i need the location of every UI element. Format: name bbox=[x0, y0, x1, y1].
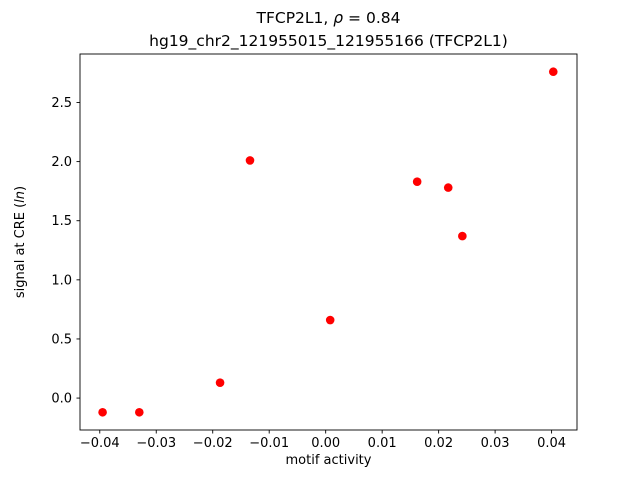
data-point bbox=[325, 315, 335, 325]
data-point bbox=[548, 67, 558, 77]
chart-title-prefix: TFCP2L1, bbox=[256, 9, 334, 27]
y-axis-label-italic-part: ln bbox=[13, 191, 28, 203]
y-tick-label: 2.5 bbox=[51, 96, 72, 111]
x-tick-label: −0.03 bbox=[136, 436, 176, 451]
data-point bbox=[215, 378, 225, 388]
y-tick-label: 0.5 bbox=[51, 332, 72, 347]
data-point bbox=[98, 407, 107, 417]
data-point bbox=[458, 231, 467, 241]
data-point bbox=[412, 177, 422, 186]
axes-box bbox=[79, 53, 578, 431]
x-axis-label: motif activity bbox=[286, 453, 372, 468]
data-point bbox=[135, 407, 144, 417]
y-tick-label: 2.0 bbox=[51, 155, 72, 170]
y-axis-label-part: ) bbox=[13, 186, 28, 191]
y-tick-label: 0.0 bbox=[51, 392, 72, 407]
y-tick-label: 1.0 bbox=[51, 273, 72, 288]
x-tick-label: 0.03 bbox=[481, 436, 510, 451]
data-point bbox=[443, 183, 453, 192]
chart-title-suffix: = 0.84 bbox=[343, 9, 401, 27]
x-tick-label: −0.01 bbox=[249, 436, 289, 451]
y-axis-label: signal at CRE (ln) bbox=[13, 186, 28, 298]
chart-title: TFCP2L1, ρ = 0.84 bbox=[80, 7, 577, 30]
x-tick-label: 0.01 bbox=[368, 436, 397, 451]
x-tick-label: −0.04 bbox=[80, 436, 120, 451]
y-axis-label-part: signal at CRE ( bbox=[13, 203, 28, 298]
data-point bbox=[245, 156, 255, 165]
title-block: TFCP2L1, ρ = 0.84 hg19_chr2_121955015_12… bbox=[80, 7, 577, 53]
x-tick-label: 0.00 bbox=[311, 436, 340, 451]
chart-title-rho: ρ bbox=[333, 9, 344, 27]
x-tick-label: 0.04 bbox=[537, 436, 566, 451]
y-tick-label: 1.5 bbox=[51, 214, 72, 229]
x-tick-label: −0.02 bbox=[193, 436, 233, 451]
chart-subtitle: hg19_chr2_121955015_121955166 (TFCP2L1) bbox=[149, 32, 508, 50]
x-tick-label: 0.02 bbox=[424, 436, 453, 451]
